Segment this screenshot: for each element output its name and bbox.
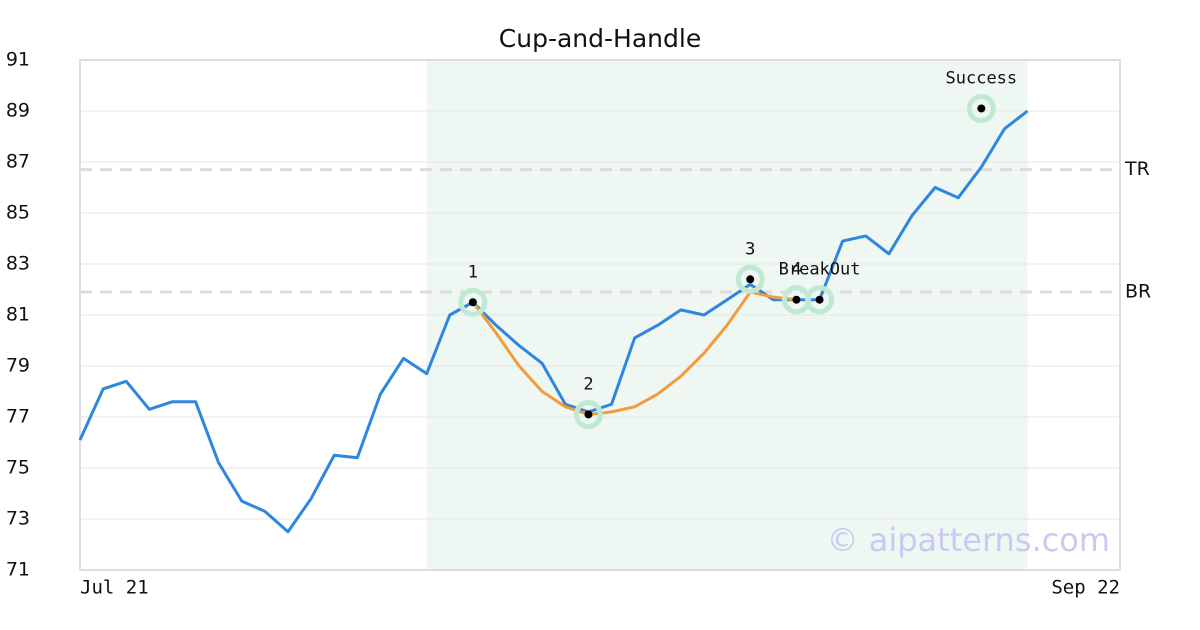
annotation-label: 3 — [745, 239, 755, 259]
x-tick-label: Jul 21 — [80, 577, 149, 599]
y-tick-label: 89 — [6, 100, 30, 122]
annotation-dot — [468, 298, 477, 307]
annotation-label: 4 — [791, 260, 801, 280]
y-tick-label: 77 — [6, 406, 30, 428]
annotation-label: Success — [946, 68, 1018, 88]
plot-frame — [79, 59, 1121, 571]
y-tick-label: 91 — [6, 49, 30, 71]
annotation-label: BreakOut — [779, 260, 861, 280]
annotation-halo — [966, 93, 996, 123]
y-tick-label: 79 — [6, 355, 30, 377]
level-label: TR — [1124, 158, 1150, 180]
annotation-halo — [458, 287, 488, 317]
y-tick-label: 87 — [6, 151, 30, 173]
annotation-label: 1 — [468, 262, 478, 282]
annotation-label: 2 — [583, 374, 593, 394]
chart-title: Cup-and-Handle — [499, 24, 701, 53]
series-line — [471, 290, 797, 416]
annotation-dot — [815, 295, 824, 304]
series-line — [78, 109, 1029, 534]
y-tick-label: 71 — [6, 559, 30, 581]
annotation-dot — [746, 275, 755, 284]
annotation-dot — [584, 410, 593, 419]
annotation-halo — [735, 264, 765, 294]
y-tick-label: 73 — [6, 508, 30, 530]
y-tick-label: 83 — [6, 253, 30, 275]
y-tick-label: 81 — [6, 304, 30, 326]
watermark: © aipatterns.com — [827, 521, 1110, 559]
annotation-dot — [977, 104, 986, 113]
annotation-dot — [792, 295, 801, 304]
y-tick-label: 85 — [6, 202, 30, 224]
annotation-halo — [805, 285, 835, 315]
x-tick-label: Sep 22 — [1051, 577, 1120, 599]
annotation-halo — [573, 399, 603, 429]
level-label: BR — [1125, 281, 1151, 303]
y-tick-label: 75 — [6, 457, 30, 479]
